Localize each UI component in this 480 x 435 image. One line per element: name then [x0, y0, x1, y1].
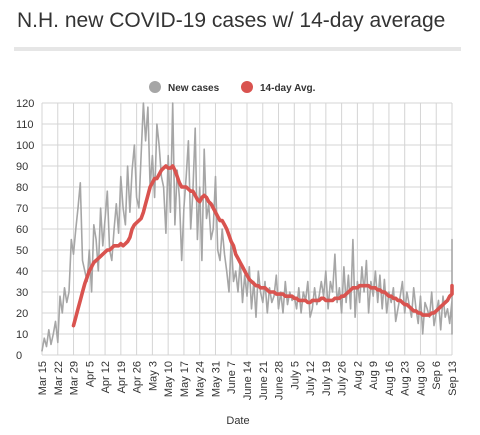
x-tick-label: May 31	[210, 361, 222, 397]
y-tick-label: 20	[16, 308, 28, 320]
x-tick-label: July 19	[321, 361, 333, 396]
x-tick-label: Apr 12	[100, 361, 112, 393]
x-tick-label: Apr 5	[84, 361, 96, 387]
x-tick-label: July 26	[337, 361, 349, 396]
legend-item-14-day-avg-marker	[241, 81, 253, 93]
y-axis-ticks: 0 10 20 30 40 50 60 70 80 90 100 110 120	[16, 98, 34, 362]
y-tick-label: 40	[16, 266, 28, 278]
series-new-cases-line	[41, 102, 453, 352]
x-tick-label: Aug 16	[384, 361, 396, 396]
y-tick-label: 100	[16, 140, 34, 152]
x-tick-label: Aug 2	[352, 361, 364, 390]
x-tick-label: Sep 13	[447, 361, 459, 396]
x-axis-ticks: Mar 15 Mar 22 Mar 29 Apr 5 Apr 12 Apr 19 Apr 2…	[37, 361, 459, 400]
x-tick-label: Aug 30	[415, 361, 427, 396]
x-tick-label: May 17	[179, 361, 191, 397]
y-tick-label: 120	[16, 98, 34, 110]
legend-item-new-cases-label: New cases	[168, 83, 220, 94]
x-tick-label: May 10	[163, 361, 175, 397]
title-divider	[14, 47, 461, 51]
y-tick-label: 110	[16, 119, 34, 131]
x-tick-label: Sep 6	[431, 361, 443, 390]
y-tick-label: 80	[16, 182, 28, 194]
y-tick-label: 0	[16, 350, 22, 362]
chart-series	[41, 102, 454, 352]
x-tick-label: May 24	[195, 361, 207, 397]
x-tick-label: Apr 26	[132, 361, 144, 393]
series-14-day-avg-line	[71, 164, 454, 328]
y-tick-label: 60	[16, 224, 28, 236]
x-tick-label: June 28	[274, 361, 286, 400]
x-tick-label: June 21	[258, 361, 270, 400]
x-tick-label: June 7	[226, 361, 238, 394]
x-tick-label: Mar 22	[53, 361, 65, 395]
y-tick-label: 50	[16, 245, 28, 257]
x-tick-label: Aug 9	[368, 361, 380, 390]
x-tick-label: Mar 29	[69, 361, 81, 395]
x-tick-label: Mar 15	[37, 361, 49, 395]
x-tick-label: June 14	[242, 361, 254, 400]
page-title: N.H. new COVID-19 cases w/ 14-day averag…	[17, 9, 446, 32]
x-tick-label: Apr 19	[116, 361, 128, 393]
y-tick-label: 10	[16, 329, 28, 341]
x-tick-label: Aug 23	[400, 361, 412, 396]
chart-legend: New cases 14-day Avg.	[149, 81, 316, 94]
legend-item-new-cases-marker	[149, 81, 161, 93]
x-tick-label: July 12	[305, 361, 317, 396]
y-tick-label: 30	[16, 287, 28, 299]
y-tick-label: 90	[16, 161, 28, 173]
x-tick-label: July 5	[289, 361, 301, 390]
y-tick-label: 70	[16, 203, 28, 215]
x-axis-label: Date	[226, 415, 249, 427]
legend-item-14-day-avg-label: 14-day Avg.	[260, 83, 316, 94]
x-tick-label: May 3	[147, 361, 159, 391]
